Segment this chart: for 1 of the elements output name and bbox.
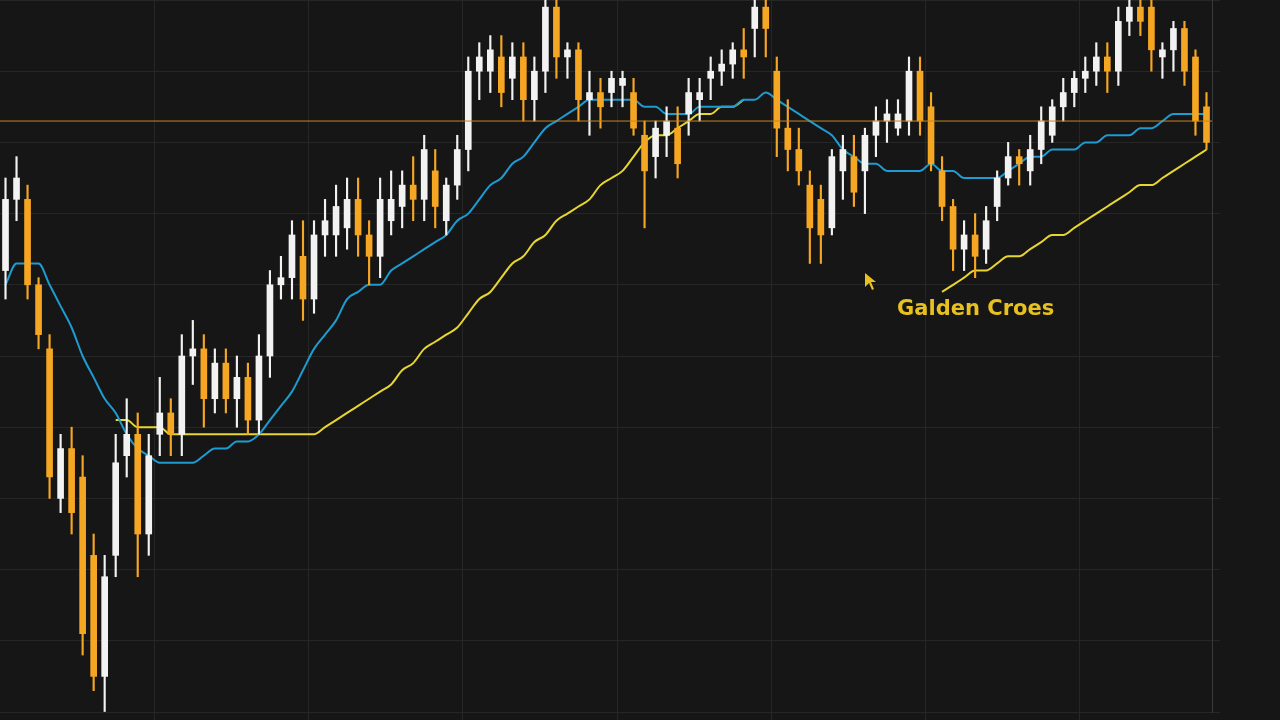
annotation: Galden Croes	[897, 296, 1055, 321]
